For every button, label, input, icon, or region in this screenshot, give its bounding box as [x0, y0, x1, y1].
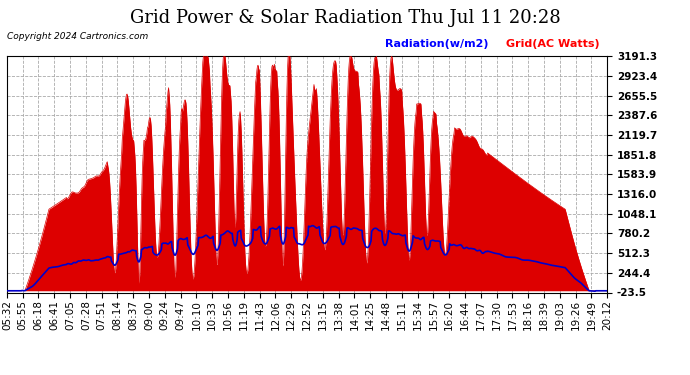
Text: Grid Power & Solar Radiation Thu Jul 11 20:28: Grid Power & Solar Radiation Thu Jul 11 …: [130, 9, 560, 27]
Text: Copyright 2024 Cartronics.com: Copyright 2024 Cartronics.com: [7, 32, 148, 41]
Text: Radiation(w/m2): Radiation(w/m2): [385, 39, 489, 49]
Text: Grid(AC Watts): Grid(AC Watts): [506, 39, 600, 49]
